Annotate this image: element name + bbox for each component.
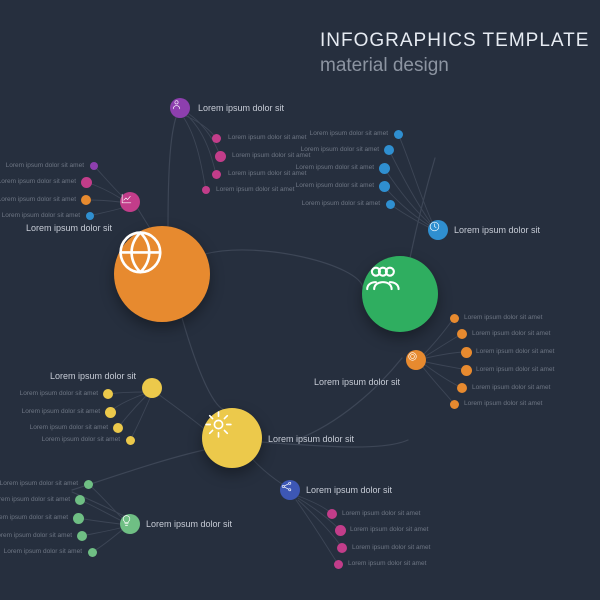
dot-clock-3 — [379, 181, 390, 192]
hub-users — [362, 256, 438, 332]
dot-chart-2 — [81, 195, 91, 205]
sublabel-share-0: Lorem ipsum dolor sit amet — [342, 510, 420, 517]
sublabel-yellow-3: Lorem ipsum dolor sit amet — [42, 436, 120, 443]
ring-icon — [406, 350, 419, 363]
share-icon — [280, 480, 293, 493]
gear-icon — [202, 408, 235, 441]
node-share — [280, 480, 300, 500]
sublabel-person-2: Lorem ipsum dolor sit amet — [228, 170, 306, 177]
node-yellow — [142, 378, 162, 398]
node-clock — [428, 220, 448, 240]
chart-icon — [120, 192, 133, 205]
sublabel-ring-4: Lorem ipsum dolor sit amet — [472, 384, 550, 391]
sublabel-person-0: Lorem ipsum dolor sit amet — [228, 134, 306, 141]
dot-ring-0 — [450, 314, 459, 323]
sublabel-yellow-2: Lorem ipsum dolor sit amet — [30, 424, 108, 431]
dot-share-0 — [327, 509, 337, 519]
dot-ring-4 — [457, 383, 467, 393]
bulb-icon — [120, 514, 133, 527]
sublabel-chart-3: Lorem ipsum dolor sit amet — [2, 212, 80, 219]
dot-clock-1 — [384, 145, 394, 155]
sublabel-chart-1: Lorem ipsum dolor sit amet — [0, 178, 76, 185]
connectors-layer — [0, 0, 600, 600]
sublabel-yellow-0: Lorem ipsum dolor sit amet — [20, 390, 98, 397]
sublabel-clock-1: Lorem ipsum dolor sit amet — [301, 146, 379, 153]
node-ring — [406, 350, 426, 370]
sublabel-bulb-1: Lorem ipsum dolor sit amet — [0, 496, 70, 503]
hub-gear — [202, 408, 262, 468]
node-label-clock: Lorem ipsum dolor sit — [454, 225, 540, 235]
sublabel-ring-2: Lorem ipsum dolor sit amet — [476, 348, 554, 355]
sublabel-bulb-2: Lorem ipsum dolor sit amet — [0, 514, 68, 521]
node-label-bulb: Lorem ipsum dolor sit — [146, 519, 232, 529]
sublabel-person-3: Lorem ipsum dolor sit amet — [216, 186, 294, 193]
hub-globe — [114, 226, 210, 322]
node-chart — [120, 192, 140, 212]
sublabel-ring-1: Lorem ipsum dolor sit amet — [472, 330, 550, 337]
node-label-ring: Lorem ipsum dolor sit — [314, 377, 400, 387]
dot-person-1 — [215, 151, 226, 162]
dot-yellow-3 — [126, 436, 135, 445]
person-icon — [170, 98, 183, 111]
dot-share-2 — [337, 543, 347, 553]
dot-bulb-4 — [88, 548, 97, 557]
sublabel-share-3: Lorem ipsum dolor sit amet — [348, 560, 426, 567]
sublabel-ring-0: Lorem ipsum dolor sit amet — [464, 314, 542, 321]
node-person — [170, 98, 190, 118]
globe-icon — [114, 226, 167, 279]
dot-bulb-0 — [84, 480, 93, 489]
sublabel-ring-5: Lorem ipsum dolor sit amet — [464, 400, 542, 407]
title: INFOGRAPHICS TEMPLATE — [320, 30, 589, 52]
sublabel-clock-4: Lorem ipsum dolor sit amet — [302, 200, 380, 207]
sublabel-person-1: Lorem ipsum dolor sit amet — [232, 152, 310, 159]
sublabel-share-2: Lorem ipsum dolor sit amet — [352, 544, 430, 551]
dot-bulb-2 — [73, 513, 84, 524]
sublabel-share-1: Lorem ipsum dolor sit amet — [350, 526, 428, 533]
dot-share-3 — [334, 560, 343, 569]
sublabel-bulb-0: Lorem ipsum dolor sit amet — [0, 480, 78, 487]
subtitle: material design — [320, 55, 449, 77]
dot-ring-2 — [461, 347, 472, 358]
dot-share-1 — [335, 525, 346, 536]
dot-ring-3 — [461, 365, 472, 376]
node-label-share: Lorem ipsum dolor sit — [306, 485, 392, 495]
dot-person-3 — [202, 186, 210, 194]
sublabel-chart-2: Lorem ipsum dolor sit amet — [0, 196, 76, 203]
node-label-chart: Lorem ipsum dolor sit — [26, 223, 112, 233]
users-icon — [362, 256, 404, 298]
sublabel-clock-2: Lorem ipsum dolor sit amet — [296, 164, 374, 171]
dot-person-0 — [212, 134, 221, 143]
sublabel-clock-0: Lorem ipsum dolor sit amet — [310, 130, 388, 137]
node-label-yellow: Lorem ipsum dolor sit — [50, 371, 136, 381]
dot-person-2 — [212, 170, 221, 179]
dot-yellow-1 — [105, 407, 116, 418]
dot-ring-5 — [450, 400, 459, 409]
sublabel-ring-3: Lorem ipsum dolor sit amet — [476, 366, 554, 373]
dot-chart-1 — [81, 177, 92, 188]
clock-icon — [428, 220, 441, 233]
node-bulb — [120, 514, 140, 534]
node-label-person: Lorem ipsum dolor sit — [198, 103, 284, 113]
dot-chart-0 — [90, 162, 98, 170]
dot-clock-0 — [394, 130, 403, 139]
sublabel-clock-3: Lorem ipsum dolor sit amet — [296, 182, 374, 189]
dot-clock-4 — [386, 200, 395, 209]
dot-bulb-1 — [75, 495, 85, 505]
dot-clock-2 — [379, 163, 390, 174]
sublabel-chart-0: Lorem ipsum dolor sit amet — [6, 162, 84, 169]
sublabel-bulb-3: Lorem ipsum dolor sit amet — [0, 532, 72, 539]
sublabel-bulb-4: Lorem ipsum dolor sit amet — [4, 548, 82, 555]
sublabel-yellow-1: Lorem ipsum dolor sit amet — [22, 408, 100, 415]
dot-yellow-0 — [103, 389, 113, 399]
node-label-gear: Lorem ipsum dolor sit — [268, 434, 354, 444]
dot-bulb-3 — [77, 531, 87, 541]
dot-yellow-2 — [113, 423, 123, 433]
infographic-stage: INFOGRAPHICS TEMPLATE material design Lore… — [0, 0, 600, 600]
dot-chart-3 — [86, 212, 94, 220]
dot-ring-1 — [457, 329, 467, 339]
